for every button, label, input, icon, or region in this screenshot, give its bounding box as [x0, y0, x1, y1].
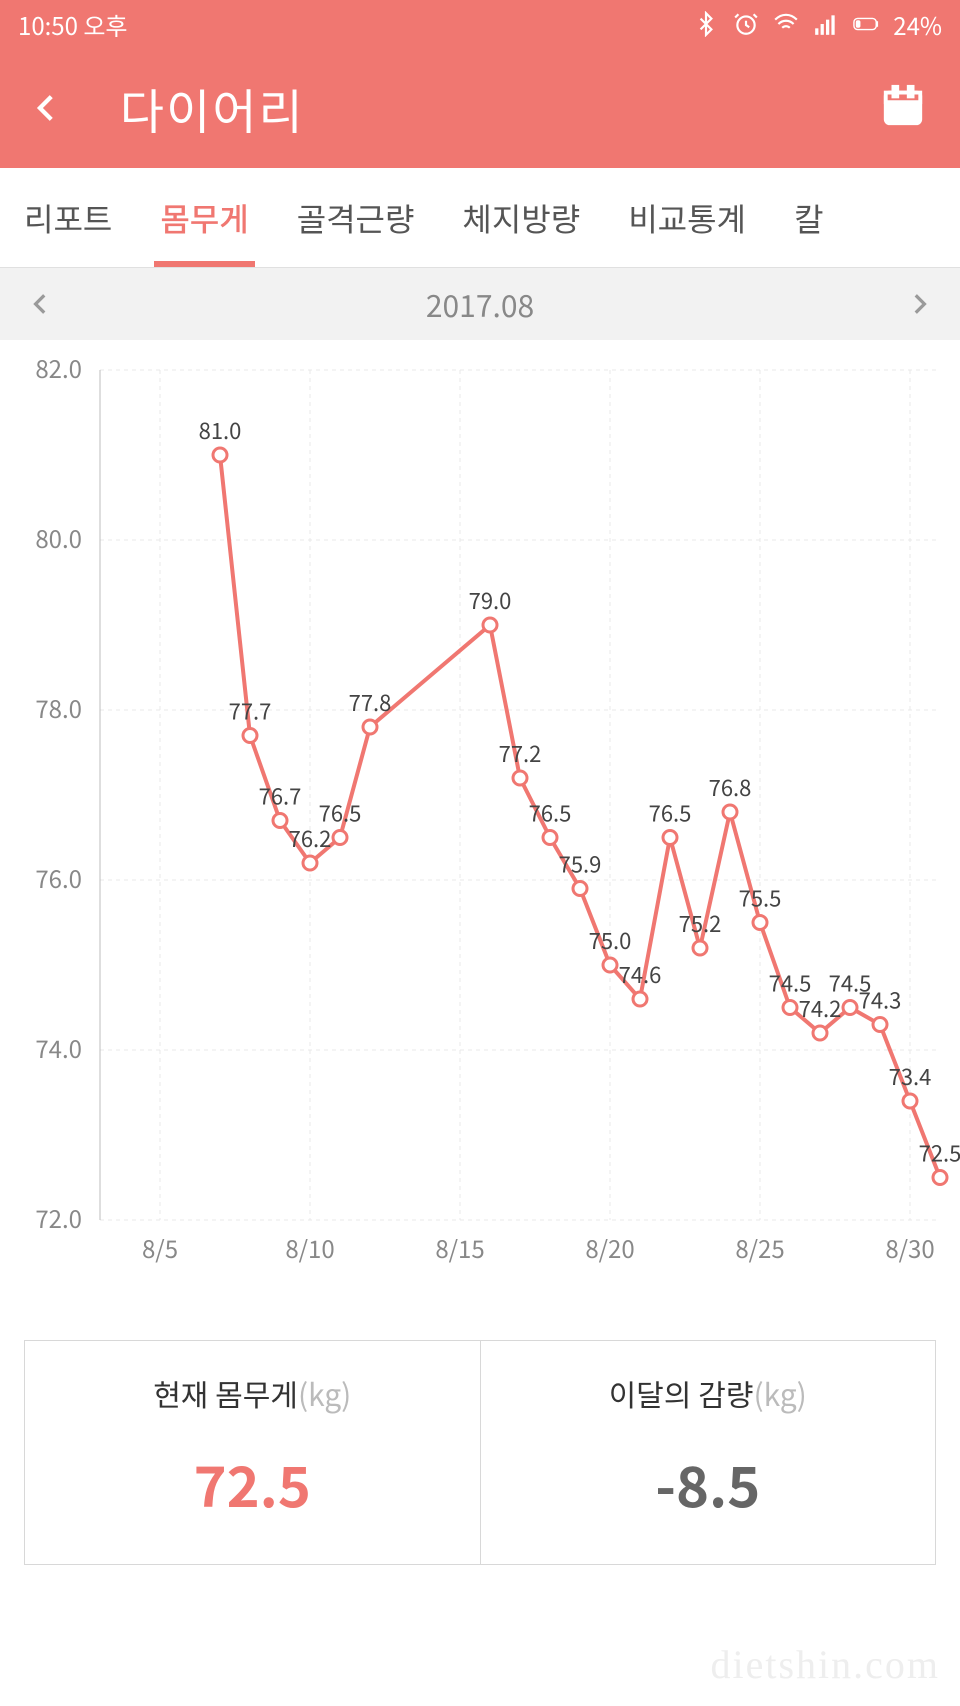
svg-text:76.5: 76.5: [529, 797, 572, 829]
calendar-button[interactable]: [880, 83, 930, 134]
svg-text:74.3: 74.3: [859, 984, 902, 1016]
app-header: 다이어리: [0, 48, 960, 168]
svg-text:81.0: 81.0: [199, 414, 242, 446]
tab-report[interactable]: 리포트: [0, 168, 136, 267]
tabs: 리포트 몸무게 골격근량 체지방량 비교통계 칼: [0, 168, 960, 268]
status-bar: 10:50 오후 24%: [0, 0, 960, 48]
summary-left-label: 현재 몸무게: [153, 1371, 298, 1415]
svg-text:76.7: 76.7: [259, 780, 302, 812]
summary-right-unit: (kg): [753, 1371, 806, 1415]
bluetooth-icon: [693, 11, 719, 37]
status-icons: 24%: [693, 7, 942, 42]
svg-text:73.4: 73.4: [889, 1060, 932, 1092]
summary-table: 현재 몸무게(kg) 72.5 이달의 감량(kg) -8.5: [24, 1340, 936, 1565]
svg-text:76.8: 76.8: [709, 771, 752, 803]
month-nav: 2017.08: [0, 268, 960, 340]
weight-chart: 72.0 74.0 76.0 78.0 80.0 82.0 8/5 8/10 8/15 8/20 8…: [0, 340, 960, 1300]
battery-icon: [853, 11, 879, 37]
svg-text:76.5: 76.5: [319, 797, 362, 829]
svg-text:75.9: 75.9: [559, 848, 602, 880]
svg-text:80.0: 80.0: [35, 520, 82, 555]
status-time: 10:50 오후: [18, 7, 128, 42]
watermark: dietshin.com: [710, 1641, 940, 1688]
alarm-icon: [733, 11, 759, 37]
svg-text:8/15: 8/15: [435, 1230, 484, 1265]
svg-text:77.2: 77.2: [499, 737, 542, 769]
prev-month-button[interactable]: [28, 282, 54, 326]
next-month-button[interactable]: [906, 282, 932, 326]
svg-text:8/5: 8/5: [142, 1230, 178, 1265]
page-title: 다이어리: [70, 73, 880, 143]
svg-text:74.6: 74.6: [619, 958, 662, 990]
svg-text:76.5: 76.5: [649, 797, 692, 829]
svg-text:78.0: 78.0: [35, 690, 82, 725]
svg-text:75.0: 75.0: [589, 924, 632, 956]
summary-right-label: 이달의 감량: [609, 1371, 754, 1415]
svg-text:8/30: 8/30: [885, 1230, 934, 1265]
tab-weight[interactable]: 몸무게: [136, 168, 272, 267]
month-label: 2017.08: [426, 282, 534, 326]
tab-bodyfat[interactable]: 체지방량: [438, 168, 604, 267]
svg-text:72.5: 72.5: [919, 1137, 960, 1169]
summary-current-weight: 현재 몸무게(kg) 72.5: [25, 1341, 480, 1564]
back-button[interactable]: [30, 79, 70, 137]
svg-text:8/25: 8/25: [735, 1230, 784, 1265]
svg-text:82.0: 82.0: [35, 350, 82, 385]
svg-text:76.0: 76.0: [35, 860, 82, 895]
tab-calorie[interactable]: 칼: [770, 168, 847, 267]
summary-right-value: -8.5: [481, 1443, 936, 1524]
svg-text:77.7: 77.7: [229, 695, 272, 727]
svg-text:8/10: 8/10: [285, 1230, 334, 1265]
summary-month-loss: 이달의 감량(kg) -8.5: [480, 1341, 936, 1564]
tab-muscle[interactable]: 골격근량: [273, 168, 439, 267]
signal-icon: [813, 11, 839, 37]
svg-text:75.2: 75.2: [679, 907, 722, 939]
summary-left-unit: (kg): [298, 1371, 351, 1415]
battery-percent: 24%: [893, 7, 942, 42]
svg-text:74.0: 74.0: [35, 1030, 82, 1065]
svg-text:75.5: 75.5: [739, 882, 782, 914]
svg-text:79.0: 79.0: [469, 584, 512, 616]
svg-text:77.8: 77.8: [349, 686, 392, 718]
summary-left-value: 72.5: [25, 1443, 480, 1524]
wifi-icon: [773, 11, 799, 37]
svg-text:8/20: 8/20: [585, 1230, 634, 1265]
svg-text:72.0: 72.0: [35, 1200, 82, 1235]
tab-compare[interactable]: 비교통계: [604, 168, 770, 267]
